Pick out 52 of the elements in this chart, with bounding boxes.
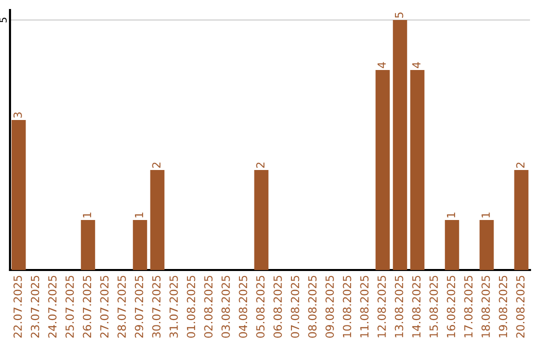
x-tick-label: 03.08.2025	[221, 276, 230, 338]
x-tick-label: 14.08.2025	[412, 276, 421, 338]
x-tick-label: 24.07.2025	[48, 276, 57, 338]
x-tick-label: 05.08.2025	[256, 276, 265, 338]
x-tick-label: 12.08.2025	[377, 276, 386, 338]
bar	[12, 120, 26, 270]
x-tick-label: 31.07.2025	[169, 276, 178, 338]
data-label: 1	[134, 212, 144, 218]
x-tick-label: 17.08.2025	[464, 276, 473, 338]
x-tick-label: 04.08.2025	[238, 276, 248, 338]
x-tick-label: 19.08.2025	[498, 276, 508, 338]
bar	[514, 170, 528, 270]
x-tick-label: 26.07.2025	[82, 276, 92, 338]
x-tick-label: 02.08.2025	[204, 276, 213, 338]
x-tick-label: 23.07.2025	[30, 276, 40, 338]
bar	[150, 170, 164, 270]
x-tick-label: 06.08.2025	[273, 276, 282, 338]
x-tick-label: 15.08.2025	[429, 276, 438, 338]
x-tick-label: 28.07.2025	[117, 276, 126, 338]
data-label: 4	[412, 62, 420, 68]
bar	[80, 220, 96, 270]
bar	[410, 70, 424, 270]
x-tick-label: 13.08.2025	[394, 276, 404, 338]
x-tick-label: 29.07.2025	[134, 276, 144, 338]
data-label: 1	[482, 212, 490, 218]
data-label: 5	[394, 12, 404, 18]
x-tick-label: 08.08.2025	[308, 276, 317, 338]
bar	[392, 20, 408, 270]
x-tick-label: 01.08.2025	[186, 276, 196, 338]
x-tick-label: 07.08.2025	[290, 276, 300, 338]
x-tick-label: 25.07.2025	[65, 276, 74, 338]
bar	[444, 220, 460, 270]
bar	[376, 70, 390, 270]
x-tick-label: 27.07.2025	[100, 276, 109, 338]
data-label: 1	[446, 212, 456, 218]
x-tick-label: 18.08.2025	[481, 276, 490, 338]
x-tick-label: 20.08.2025	[516, 276, 525, 338]
data-label: 4	[378, 62, 386, 68]
x-tick-label: 11.08.2025	[360, 276, 369, 338]
bar	[254, 170, 268, 270]
bar	[132, 220, 148, 270]
data-label: 2	[152, 162, 160, 168]
x-tick-label: 09.08.2025	[325, 276, 334, 338]
bar	[480, 220, 494, 270]
data-label: 2	[256, 162, 264, 168]
data-label: 1	[82, 212, 92, 218]
data-label: 3	[13, 112, 22, 118]
x-tick-label: 30.07.2025	[152, 276, 161, 338]
x-tick-label: 10.08.2025	[342, 276, 352, 338]
x-tick-label: 16.08.2025	[446, 276, 456, 338]
data-label: 2	[516, 162, 524, 168]
x-tick-label: 22.07.2025	[13, 276, 22, 338]
